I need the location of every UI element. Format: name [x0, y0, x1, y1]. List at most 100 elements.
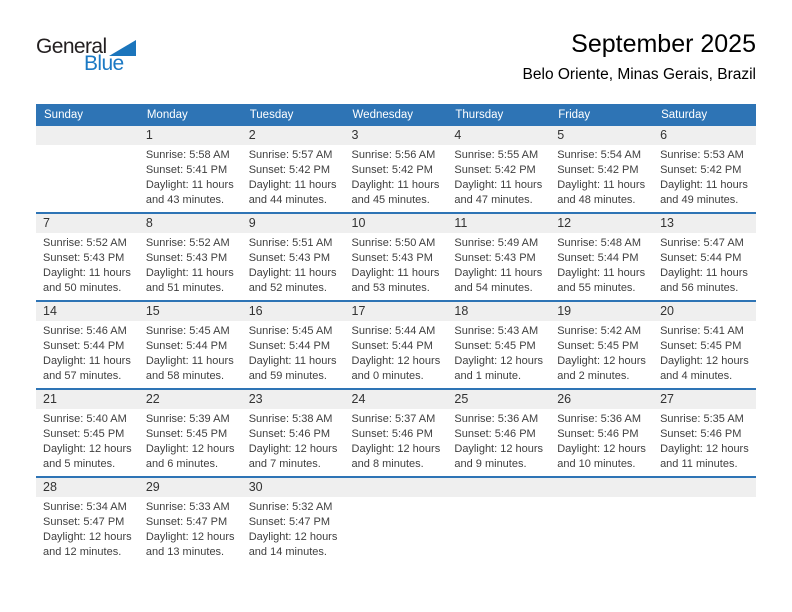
day-cell-5: 5 Sunrise: 5:54 AM Sunset: 5:42 PM Daylight…: [550, 126, 654, 213]
day-info-line: Sunset: 5:47 PM: [145, 516, 228, 528]
week-row: 28 Sunrise: 5:34 AM Sunset: 5:47 PM Dayligh…: [36, 476, 756, 564]
day-cell-19: 19 Sunrise: 5:42 AM Sunset: 5:45 PM Dayligh…: [550, 300, 654, 389]
day-info-line: and 59 minutes.: [248, 370, 327, 382]
day-info-line: Daylight: 11 hours: [557, 267, 646, 279]
day-info-line: Sunset: 5:46 PM: [454, 428, 536, 440]
day-info-line: Daylight: 11 hours: [145, 179, 234, 191]
day-info: Sunrise: 5:46 AM Sunset: 5:44 PM Daylight:…: [36, 321, 139, 384]
day-info-line: and 2 minutes.: [557, 370, 630, 382]
day-cell-15: 15 Sunrise: 5:45 AM Sunset: 5:44 PM Dayligh…: [138, 300, 242, 389]
day-info-line: Sunset: 5:46 PM: [557, 428, 639, 440]
day-number: 5: [550, 126, 654, 145]
day-number: 17: [344, 302, 448, 321]
logo-text-general: General: [36, 35, 107, 58]
day-cell-27: 27 Sunrise: 5:35 AM Sunset: 5:46 PM Dayligh…: [653, 388, 756, 477]
day-info-line: Sunset: 5:45 PM: [454, 340, 536, 352]
day-info-line: Sunrise: 5:52 AM: [43, 237, 127, 249]
day-info-line: and 56 minutes.: [660, 282, 739, 294]
day-info-line: Sunset: 5:47 PM: [43, 516, 125, 528]
general-blue-logo: General Blue: [36, 30, 136, 74]
day-number: 9: [241, 214, 345, 233]
day-info: Sunrise: 5:32 AM Sunset: 5:47 PM Daylight:…: [242, 497, 345, 560]
day-info-line: Sunrise: 5:42 AM: [557, 325, 641, 337]
day-info-line: and 45 minutes.: [351, 194, 430, 206]
day-cell-11: 11 Sunrise: 5:49 AM Sunset: 5:43 PM Dayligh…: [447, 212, 551, 301]
day-info: Sunrise: 5:39 AM Sunset: 5:45 PM Daylight:…: [139, 409, 242, 472]
weekday-header-tuesday: Tuesday: [241, 104, 345, 126]
day-cell-1: 1 Sunrise: 5:58 AM Sunset: 5:41 PM Daylight…: [138, 126, 242, 213]
day-info-line: Sunrise: 5:32 AM: [248, 501, 333, 513]
day-number: 18: [447, 302, 551, 321]
weekday-header-saturday: Saturday: [653, 104, 756, 126]
day-number: [447, 478, 551, 497]
day-info-line: Sunrise: 5:48 AM: [557, 237, 641, 249]
weekday-header-thursday: Thursday: [447, 104, 551, 126]
day-number: 25: [447, 390, 551, 409]
day-cell-25: 25 Sunrise: 5:36 AM Sunset: 5:46 PM Dayligh…: [447, 388, 551, 477]
day-cell-10: 10 Sunrise: 5:50 AM Sunset: 5:43 PM Dayligh…: [344, 212, 448, 301]
day-number: 30: [241, 478, 345, 497]
day-info: Sunrise: 5:41 AM Sunset: 5:45 PM Daylight:…: [653, 321, 756, 384]
day-number: [653, 478, 756, 497]
day-info-line: Daylight: 12 hours: [43, 531, 132, 543]
day-info: Sunrise: 5:55 AM Sunset: 5:42 PM Daylight:…: [447, 145, 550, 208]
day-info-line: Daylight: 12 hours: [557, 355, 646, 367]
day-info: Sunrise: 5:36 AM Sunset: 5:46 PM Daylight:…: [550, 409, 653, 472]
day-info: Sunrise: 5:57 AM Sunset: 5:42 PM Daylight:…: [242, 145, 345, 208]
day-number: 27: [653, 390, 756, 409]
week-row: 14 Sunrise: 5:46 AM Sunset: 5:44 PM Dayligh…: [36, 300, 756, 389]
day-cell-17: 17 Sunrise: 5:44 AM Sunset: 5:44 PM Dayligh…: [344, 300, 448, 389]
day-number: 11: [447, 214, 551, 233]
day-number: 2: [241, 126, 345, 145]
day-cell-30: 30 Sunrise: 5:32 AM Sunset: 5:47 PM Dayligh…: [241, 476, 345, 564]
day-cell-24: 24 Sunrise: 5:37 AM Sunset: 5:46 PM Dayligh…: [344, 388, 448, 477]
day-info-line: and 54 minutes.: [454, 282, 533, 294]
day-number: 6: [653, 126, 756, 145]
day-info-line: and 57 minutes.: [43, 370, 122, 382]
day-info-line: Sunset: 5:41 PM: [145, 164, 228, 176]
day-info-line: and 4 minutes.: [660, 370, 733, 382]
day-cell-9: 9 Sunrise: 5:51 AM Sunset: 5:43 PM Daylight…: [241, 212, 345, 301]
day-info-line: Daylight: 11 hours: [351, 267, 440, 279]
weekday-header-friday: Friday: [550, 104, 654, 126]
day-info-line: Daylight: 11 hours: [351, 179, 440, 191]
day-cell-22: 22 Sunrise: 5:39 AM Sunset: 5:45 PM Dayligh…: [138, 388, 242, 477]
day-info: Sunrise: 5:34 AM Sunset: 5:47 PM Daylight:…: [36, 497, 139, 560]
day-cell-14: 14 Sunrise: 5:46 AM Sunset: 5:44 PM Dayligh…: [36, 300, 139, 389]
day-info-line: Sunrise: 5:46 AM: [43, 325, 127, 337]
day-info-line: Sunset: 5:45 PM: [145, 428, 228, 440]
day-info: Sunrise: 5:53 AM Sunset: 5:42 PM Daylight:…: [653, 145, 756, 208]
day-info-line: Sunset: 5:43 PM: [454, 252, 536, 264]
day-number: 19: [550, 302, 654, 321]
day-info: Sunrise: 5:45 AM Sunset: 5:44 PM Daylight:…: [139, 321, 242, 384]
day-info-line: Sunrise: 5:51 AM: [248, 237, 333, 249]
day-info-line: Sunrise: 5:39 AM: [145, 413, 230, 425]
day-info-line: Sunrise: 5:54 AM: [557, 149, 641, 161]
day-info-line: Sunset: 5:42 PM: [454, 164, 536, 176]
day-number: 13: [653, 214, 756, 233]
day-number: 12: [550, 214, 654, 233]
weekday-header-wednesday: Wednesday: [344, 104, 448, 126]
day-info-line: Sunrise: 5:36 AM: [557, 413, 641, 425]
day-info-line: Sunrise: 5:41 AM: [660, 325, 744, 337]
day-info-line: and 7 minutes.: [248, 458, 321, 470]
day-cell-13: 13 Sunrise: 5:47 AM Sunset: 5:44 PM Dayligh…: [653, 212, 756, 301]
day-info-line: Sunset: 5:43 PM: [248, 252, 331, 264]
day-info-line: and 44 minutes.: [248, 194, 327, 206]
day-info: Sunrise: 5:36 AM Sunset: 5:46 PM Daylight:…: [447, 409, 550, 472]
day-info-line: Daylight: 12 hours: [557, 443, 646, 455]
empty-day-cell: [653, 476, 756, 564]
day-info-line: Daylight: 11 hours: [145, 355, 234, 367]
day-info: Sunrise: 5:47 AM Sunset: 5:44 PM Daylight:…: [653, 233, 756, 296]
day-info-line: Sunrise: 5:33 AM: [145, 501, 230, 513]
day-info-line: and 0 minutes.: [351, 370, 424, 382]
day-cell-7: 7 Sunrise: 5:52 AM Sunset: 5:43 PM Daylight…: [36, 212, 139, 301]
day-info-line: Daylight: 11 hours: [248, 267, 337, 279]
day-cell-12: 12 Sunrise: 5:48 AM Sunset: 5:44 PM Dayligh…: [550, 212, 654, 301]
day-info-line: Sunset: 5:47 PM: [248, 516, 331, 528]
day-info-line: Sunset: 5:42 PM: [660, 164, 742, 176]
day-info-line: Daylight: 11 hours: [454, 267, 543, 279]
day-info-line: Daylight: 12 hours: [454, 443, 544, 455]
empty-day-cell: [447, 476, 551, 564]
